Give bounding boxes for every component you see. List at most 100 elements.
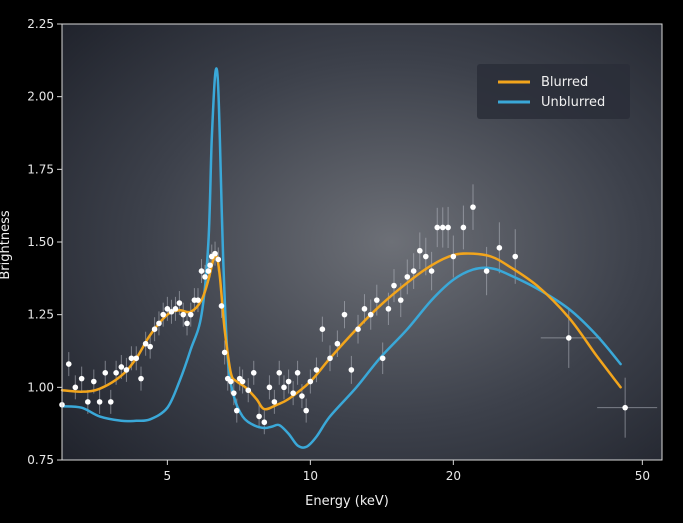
y-tick-label: 1.00 [27,380,54,394]
data-point [290,390,296,396]
y-tick-label: 1.25 [27,308,54,322]
data-point [422,253,429,260]
legend-label-blurred: Blurred [541,75,588,90]
data-point [180,311,187,318]
data-point [102,370,109,376]
data-point [142,340,149,347]
data-point [123,367,130,373]
y-tick-label: 1.75 [27,162,54,176]
data-point [367,311,374,318]
data-point [460,224,467,231]
data-point [303,407,309,414]
legend-box [477,64,630,119]
legend: Blurred Unblurred [477,64,630,119]
x-tick-label: 50 [635,469,650,483]
data-point [334,340,341,347]
data-point [428,268,435,274]
data-point [417,247,423,254]
data-point [327,355,333,362]
y-axis: 0.75 1.00 1.25 1.50 1.75 2.00 2.25 [27,17,62,467]
data-point [361,306,368,312]
data-point [281,384,287,391]
data-point [341,311,348,318]
data-point [266,384,273,391]
data-point [133,355,140,362]
data-point [496,245,503,251]
data-point [397,297,404,303]
data-point [450,253,457,260]
data-point [379,355,386,362]
data-point [231,390,237,396]
series-line-blurred [60,252,622,411]
data-point [212,250,218,257]
data-point [168,308,175,315]
data-point [445,224,451,231]
y-tick-label: 0.75 [27,453,54,467]
data-point [72,384,79,391]
data-point [151,326,158,333]
data-point [622,404,628,411]
data-point [285,378,292,385]
data-point [207,262,213,269]
data-point [164,306,171,312]
data-point [245,387,252,394]
data-point [195,297,201,303]
x-tick-label: 20 [446,469,461,483]
data-point [313,367,320,373]
data-point [261,419,268,426]
data-point [470,204,476,210]
data-point [65,361,72,367]
data-point [385,306,392,312]
data-point [239,378,246,385]
data-point [307,378,314,385]
data-point [215,256,222,263]
data-point [160,311,167,318]
data-point [96,399,103,405]
y-tick-label: 2.25 [27,17,54,31]
legend-label-unblurred: Unblurred [541,95,605,110]
x-tick-label: 10 [303,469,318,483]
data-point [319,326,326,333]
x-tick-label: 5 [164,469,172,483]
data-point [565,335,572,341]
data-point [233,407,240,414]
data-point [483,268,490,274]
data-point [404,274,411,280]
data-point [138,375,144,382]
data-point [355,326,361,333]
data-point [294,370,301,376]
data-point [218,303,225,309]
x-axis-title: Energy (keV) [305,494,389,509]
data-points [59,204,628,426]
data-point [410,268,417,274]
data-point [176,300,183,306]
x-axis: 5 10 20 50 [164,460,650,483]
data-point [113,370,119,376]
data-point [90,378,97,385]
data-point [439,224,446,231]
data-point [187,311,194,318]
data-point [202,274,208,280]
y-axis-title: Brightness [0,210,13,279]
data-point [348,367,355,373]
data-point [118,364,125,370]
data-point [147,343,153,350]
data-point [391,282,397,289]
data-point [205,268,212,274]
data-point [373,297,380,303]
data-point [227,378,234,385]
data-point [221,349,228,356]
data-point [85,399,91,405]
data-point [299,393,305,399]
data-point [172,306,179,312]
data-point [512,253,519,260]
data-point [184,320,190,327]
series-line-unblurred [60,67,622,449]
data-point [198,268,205,274]
data-point [78,375,85,382]
data-point [256,413,262,420]
data-point [156,320,162,327]
data-point [271,399,278,405]
data-point [107,399,114,405]
